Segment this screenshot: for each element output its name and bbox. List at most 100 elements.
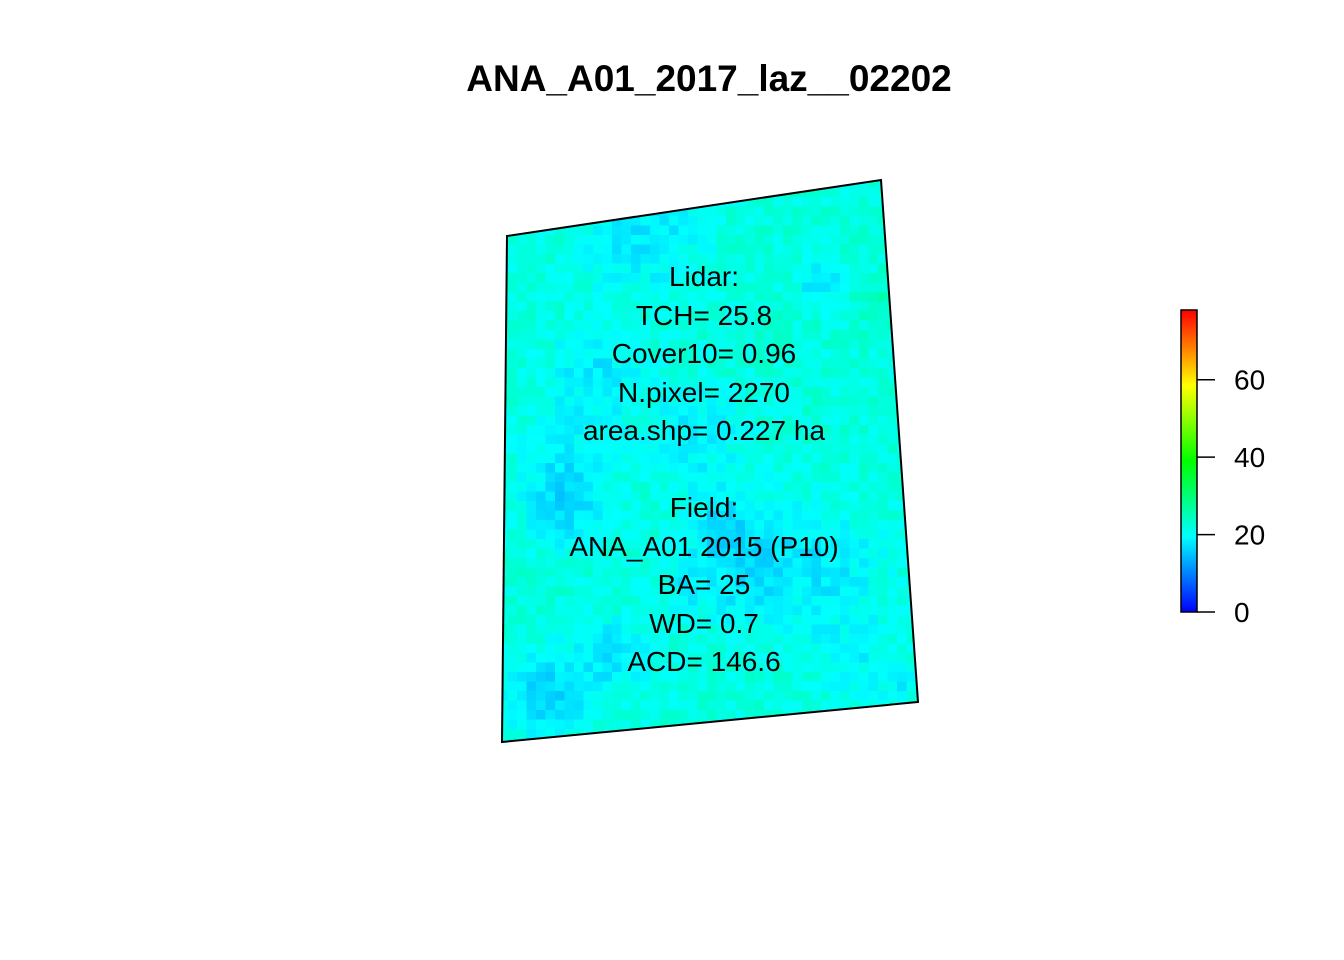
raster-cell xyxy=(502,596,509,607)
raster-cell xyxy=(593,520,604,531)
raster-cell xyxy=(887,463,898,474)
raster-cell xyxy=(878,558,889,569)
raster-cell xyxy=(517,653,528,664)
raster-cell xyxy=(640,197,651,208)
raster-cell xyxy=(745,444,756,455)
raster-cell xyxy=(830,653,841,664)
raster-cell xyxy=(555,672,566,683)
raster-cell xyxy=(792,406,803,417)
raster-cell xyxy=(849,577,860,588)
raster-cell xyxy=(517,358,528,369)
raster-cell xyxy=(564,444,575,455)
raster-cell xyxy=(612,396,623,407)
raster-cell xyxy=(792,577,803,588)
raster-cell xyxy=(792,700,803,711)
raster-cell xyxy=(659,406,670,417)
raster-cell xyxy=(849,358,860,369)
raster-cell xyxy=(735,301,746,312)
raster-cell xyxy=(659,425,670,436)
raster-cell xyxy=(830,567,841,578)
raster-cell xyxy=(564,358,575,369)
raster-cell xyxy=(507,539,518,550)
raster-cell xyxy=(612,520,623,531)
raster-cell xyxy=(678,396,689,407)
raster-cell xyxy=(631,387,642,398)
raster-cell xyxy=(830,254,841,265)
raster-cell xyxy=(574,605,585,616)
raster-cell xyxy=(678,539,689,550)
raster-cell xyxy=(640,368,651,379)
raster-cell xyxy=(773,216,784,227)
raster-cell xyxy=(640,643,651,654)
raster-cell xyxy=(507,729,518,740)
raster-cell xyxy=(507,339,518,350)
raster-cell xyxy=(593,444,604,455)
raster-cell xyxy=(507,634,518,645)
raster-cell xyxy=(868,529,879,540)
raster-cell xyxy=(707,662,718,673)
raster-cell xyxy=(754,444,765,455)
raster-cell xyxy=(697,339,708,350)
raster-cell xyxy=(697,719,708,730)
raster-cell xyxy=(669,482,680,493)
raster-cell xyxy=(564,282,575,293)
raster-cell xyxy=(555,539,566,550)
raster-cell xyxy=(669,292,680,303)
raster-cell xyxy=(583,330,594,341)
raster-cell xyxy=(517,672,528,683)
raster-cell xyxy=(621,681,632,692)
raster-cell xyxy=(811,520,822,531)
raster-cell xyxy=(555,273,566,284)
raster-cell xyxy=(811,510,822,521)
raster-cell xyxy=(583,577,594,588)
raster-cell xyxy=(564,529,575,540)
raster-cell xyxy=(849,396,860,407)
raster-cell xyxy=(754,463,765,474)
raster-cell xyxy=(526,681,537,692)
raster-cell xyxy=(849,710,860,721)
raster-cell xyxy=(517,491,528,502)
raster-cell xyxy=(545,463,556,474)
raster-cell xyxy=(612,615,623,626)
raster-cell xyxy=(821,377,832,388)
raster-cell xyxy=(878,254,889,265)
raster-cell xyxy=(859,339,870,350)
raster-cell xyxy=(916,368,918,379)
raster-cell xyxy=(783,567,794,578)
raster-cell xyxy=(669,738,680,742)
raster-cell xyxy=(811,425,822,436)
raster-cell xyxy=(631,501,642,512)
raster-cell xyxy=(678,358,689,369)
raster-cell xyxy=(526,491,537,502)
raster-cell xyxy=(593,501,604,512)
raster-cell xyxy=(773,719,784,730)
raster-cell xyxy=(574,681,585,692)
raster-cell xyxy=(859,444,870,455)
raster-cell xyxy=(792,596,803,607)
raster-cell xyxy=(650,311,661,322)
raster-cell xyxy=(564,225,575,236)
raster-cell xyxy=(726,681,737,692)
raster-cell xyxy=(906,292,917,303)
raster-cell xyxy=(640,292,651,303)
raster-cell xyxy=(631,406,642,417)
raster-cell xyxy=(650,491,661,502)
raster-cell xyxy=(754,738,765,742)
raster-cell xyxy=(631,206,642,217)
raster-cell xyxy=(849,681,860,692)
raster-cell xyxy=(688,263,699,274)
raster-cell xyxy=(859,710,870,721)
raster-cell xyxy=(502,558,509,569)
raster-cell xyxy=(897,520,908,531)
raster-cell xyxy=(754,263,765,274)
raster-cell xyxy=(811,292,822,303)
raster-cell xyxy=(735,282,746,293)
raster-cell xyxy=(640,320,651,331)
raster-cell xyxy=(507,624,518,635)
raster-cell xyxy=(697,510,708,521)
raster-cell xyxy=(659,510,670,521)
raster-cell xyxy=(792,463,803,474)
raster-cell xyxy=(678,501,689,512)
raster-cell xyxy=(887,577,898,588)
raster-cell xyxy=(716,710,727,721)
